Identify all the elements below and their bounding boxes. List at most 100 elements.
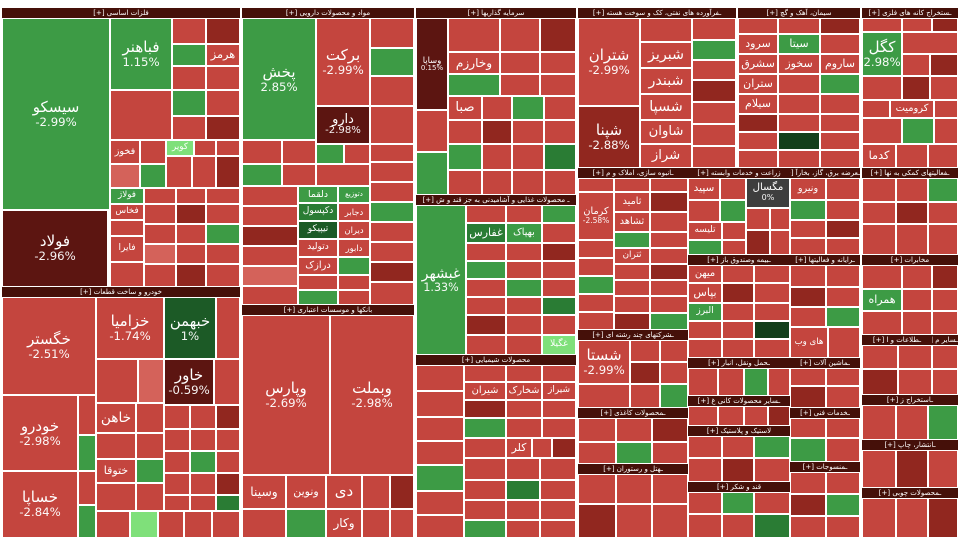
stock-tile[interactable] xyxy=(448,170,482,195)
stock-tile[interactable] xyxy=(282,164,316,186)
stock-tile[interactable] xyxy=(298,290,338,305)
stock-tile[interactable] xyxy=(166,156,192,188)
stock-tile[interactable] xyxy=(778,132,820,150)
stock-tile[interactable] xyxy=(542,418,576,438)
stock-tile[interactable] xyxy=(778,18,820,34)
stock-tile[interactable] xyxy=(464,500,506,520)
stock-tile[interactable] xyxy=(164,495,190,511)
stock-tile[interactable] xyxy=(136,459,164,483)
stock-tile[interactable] xyxy=(466,261,506,279)
stock-tile[interactable] xyxy=(578,276,614,294)
stock-tile[interactable] xyxy=(630,362,660,384)
stock-tile[interactable]: دتوزیع xyxy=(338,186,370,203)
stock-tile[interactable] xyxy=(110,220,144,236)
stock-tile[interactable] xyxy=(242,226,298,246)
stock-tile[interactable] xyxy=(542,279,576,297)
stock-tile[interactable]: خاهن xyxy=(96,403,136,433)
stock-tile[interactable] xyxy=(928,405,958,440)
stock-tile[interactable] xyxy=(194,140,216,156)
stock-tile[interactable] xyxy=(820,74,860,94)
stock-tile[interactable]: دتولید xyxy=(298,239,338,257)
sector-header[interactable]: ـفعالیتهای کمکی به نها [+] xyxy=(862,168,958,178)
sector-header[interactable]: ـفرآورده های نفتی، کک و سوخت هسته [+] xyxy=(578,8,736,18)
stock-tile[interactable] xyxy=(416,515,464,538)
stock-tile[interactable] xyxy=(820,114,860,132)
stock-tile[interactable]: دجابر xyxy=(338,203,370,221)
stock-tile[interactable] xyxy=(206,224,240,244)
sector-header[interactable]: مواد و محصولات دارویی [+] xyxy=(242,8,414,18)
stock-tile[interactable] xyxy=(934,100,958,118)
stock-tile[interactable]: ستران xyxy=(738,74,778,94)
stock-tile[interactable] xyxy=(338,275,370,290)
sector-header[interactable]: ـمحصولات کاغذی [+] xyxy=(578,408,688,418)
stock-tile[interactable] xyxy=(144,244,176,264)
stock-tile[interactable] xyxy=(164,451,190,473)
stock-tile[interactable] xyxy=(898,369,932,395)
stock-tile[interactable] xyxy=(370,144,414,162)
stock-tile[interactable] xyxy=(78,505,96,538)
stock-tile[interactable]: دابور xyxy=(338,239,370,257)
sector-header[interactable]: ـطلاعات و ا [+] xyxy=(862,335,932,345)
stock-tile[interactable] xyxy=(820,18,860,34)
stock-tile[interactable] xyxy=(482,170,512,195)
stock-tile[interactable] xyxy=(928,178,958,202)
stock-tile[interactable] xyxy=(862,224,896,255)
sector-header[interactable]: ـماشین آلات [+] xyxy=(790,358,860,368)
stock-tile[interactable]: کلر xyxy=(506,438,532,458)
stock-tile[interactable] xyxy=(650,232,688,248)
stock-tile[interactable] xyxy=(390,475,414,509)
stock-tile[interactable] xyxy=(754,265,790,283)
stock-tile[interactable] xyxy=(630,340,660,362)
stock-tile[interactable] xyxy=(722,303,754,321)
sector-header[interactable]: ـسایر محصولات کانی غ [+] xyxy=(688,396,790,406)
stock-tile[interactable] xyxy=(578,258,614,276)
stock-tile[interactable] xyxy=(370,106,414,144)
stock-tile[interactable] xyxy=(862,498,896,538)
stock-tile[interactable] xyxy=(370,202,414,222)
stock-tile[interactable] xyxy=(544,144,576,170)
stock-tile[interactable] xyxy=(738,150,778,168)
stock-tile[interactable]: خگستر -2.51% xyxy=(2,297,96,395)
stock-tile[interactable] xyxy=(770,208,790,230)
stock-tile[interactable] xyxy=(482,120,512,144)
stock-tile[interactable] xyxy=(902,54,930,76)
stock-tile[interactable] xyxy=(216,495,240,511)
sector-header[interactable]: ـعرضه برق، گاز، بخارآ [+] xyxy=(790,168,860,178)
stock-tile[interactable] xyxy=(650,280,688,296)
stock-tile[interactable] xyxy=(688,406,718,426)
stock-tile[interactable]: خزامیا -1.74% xyxy=(96,297,164,359)
stock-tile[interactable] xyxy=(370,76,414,106)
stock-tile[interactable]: برکت -2.99% xyxy=(316,18,370,106)
stock-tile[interactable]: شخارک xyxy=(506,382,542,400)
stock-tile[interactable] xyxy=(790,307,826,327)
stock-tile[interactable] xyxy=(206,116,240,140)
stock-tile[interactable] xyxy=(896,224,928,255)
stock-tile[interactable] xyxy=(206,188,240,204)
stock-tile[interactable]: فباهنر 1.15% xyxy=(110,18,172,90)
stock-tile[interactable] xyxy=(768,368,790,396)
stock-tile[interactable]: خبهمن 1% xyxy=(164,297,216,359)
stock-tile[interactable] xyxy=(172,66,206,90)
stock-tile[interactable] xyxy=(164,405,190,429)
stock-tile[interactable] xyxy=(754,303,790,321)
stock-tile[interactable] xyxy=(136,433,164,459)
stock-tile[interactable] xyxy=(172,90,206,116)
stock-tile[interactable] xyxy=(416,110,448,152)
stock-tile[interactable] xyxy=(110,90,172,140)
stock-tile[interactable] xyxy=(826,368,860,386)
stock-tile[interactable] xyxy=(820,94,860,114)
stock-tile[interactable] xyxy=(688,514,722,538)
stock-tile[interactable]: سیتا xyxy=(778,34,820,54)
stock-tile[interactable] xyxy=(416,365,464,391)
stock-tile[interactable] xyxy=(242,164,282,186)
stock-tile[interactable] xyxy=(78,395,96,435)
sector-header[interactable]: سرمایه گذاریها [+] xyxy=(416,8,576,18)
stock-tile[interactable] xyxy=(614,280,650,296)
stock-tile[interactable] xyxy=(466,297,506,315)
stock-tile[interactable] xyxy=(506,315,542,335)
stock-tile[interactable] xyxy=(578,384,630,408)
stock-tile[interactable] xyxy=(754,436,790,458)
stock-tile[interactable] xyxy=(754,458,790,482)
stock-tile[interactable] xyxy=(826,438,860,462)
stock-tile[interactable] xyxy=(928,224,958,255)
